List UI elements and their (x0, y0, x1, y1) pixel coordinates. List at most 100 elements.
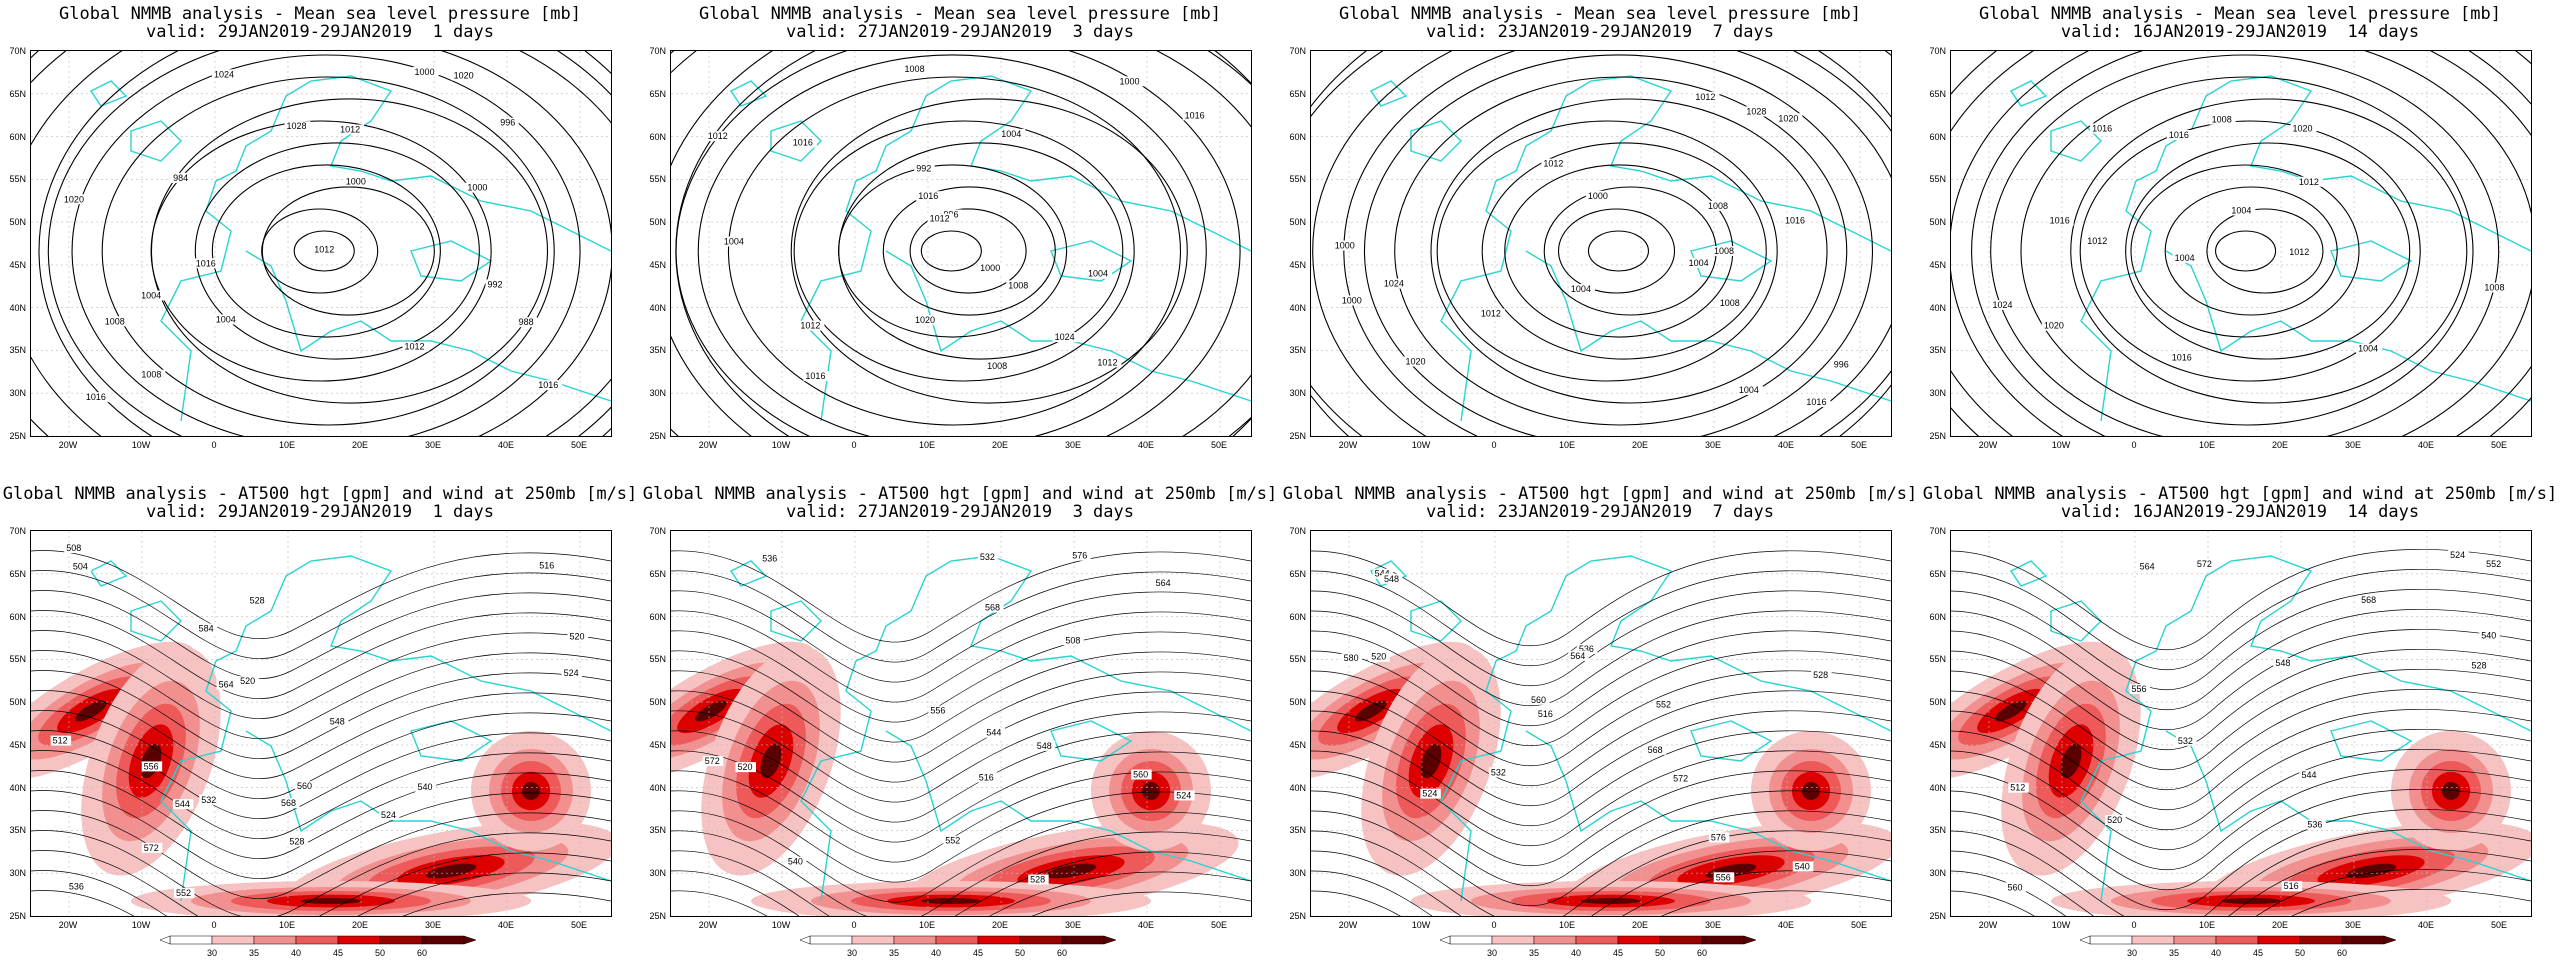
lon-tick-label: 20W (1978, 920, 1998, 930)
contour-label: 1012 (1097, 357, 1117, 367)
contour-labels: 504 508 512 516 520 524 528 532 536 540 544 548 552 5… (50, 542, 588, 899)
lon-tick-label: 0 (851, 920, 857, 930)
contour-label: 584 (199, 624, 214, 634)
lon-tick-label: 40E (2417, 920, 2434, 930)
lon-tick-label: 10E (918, 920, 935, 930)
contour-label: 1020 (64, 194, 84, 204)
lat-tick-label: 70N (649, 46, 666, 56)
lon-tick-label: 0 (851, 440, 857, 450)
colorbar-tick-label: 30 (846, 948, 857, 958)
lon-tick-label: 50E (2490, 440, 2507, 450)
panel-subtitle: valid: 16JAN2019-29JAN2019 14 days (2060, 502, 2420, 522)
contour-label: 572 (2197, 559, 2212, 569)
colorbar-tick-label: 35 (248, 948, 259, 958)
contour-label: 1008 (105, 316, 125, 326)
lon-tick-label: 0 (2131, 440, 2137, 450)
contour-label: 568 (1648, 745, 1663, 755)
contour-label: 1020 (2293, 123, 2313, 133)
lat-tick-label: 55N (649, 654, 666, 665)
map-panel-4: Global NMMB analysis - Mean sea level pr… (1920, 0, 2560, 480)
contour-label: 544 (175, 799, 190, 809)
lat-tick-label: 25N (1929, 431, 1946, 441)
lon-tick-label: 20E (991, 920, 1008, 930)
map-panel-5: Global NMMB analysis - AT500 hgt [gpm] a… (0, 480, 640, 960)
colorbar-tick-label: 50 (374, 948, 385, 958)
colorbar-tick-label: 40 (2210, 948, 2221, 958)
lon-tick-label: 30E (424, 440, 441, 450)
lat-tick-label: 55N (1289, 654, 1306, 665)
lon-tick-label: 30E (2344, 920, 2361, 930)
lat-tick-label: 25N (1929, 911, 1946, 921)
contour-label: 524 (1176, 790, 1191, 800)
contour-label: 548 (1384, 574, 1399, 584)
contour-label: 1024 (1992, 300, 2012, 310)
contour-label: 564 (1570, 651, 1585, 661)
lat-tick-label: 50N (649, 217, 666, 228)
contour-label: 1016 (2169, 130, 2189, 140)
lat-tick-label: 40N (1929, 782, 1946, 793)
map-plot-area: 1004992100099610041008101210161012100810… (670, 50, 1252, 437)
lon-tick-label: 0 (211, 440, 217, 450)
lat-tick-label: 70N (1289, 46, 1306, 56)
colorbar-tick-label: 30 (2126, 948, 2137, 958)
contour-lines (31, 51, 611, 436)
lat-tick-label: 65N (1289, 568, 1306, 579)
contour-label: 540 (788, 857, 803, 867)
coastline (2009, 75, 2531, 422)
contour-label: 1000 (346, 176, 366, 186)
lat-tick-label: 65N (9, 88, 26, 99)
lon-tick-label: 40E (497, 440, 514, 450)
contour-label: 576 (1072, 551, 1087, 561)
panel-title: Global NMMB analysis - Mean sea level pr… (1339, 4, 1861, 24)
lon-tick-label: 20E (2271, 440, 2288, 450)
contour-labels: 508 516 520 524 528 532 536 540 544 548 552 556 560 5… (702, 550, 1195, 885)
contour-label: 504 (73, 562, 88, 572)
lat-tick-label: 55N (1289, 174, 1306, 185)
lat-tick-label: 55N (1929, 654, 1946, 665)
contour-label: 528 (250, 595, 265, 605)
lon-tick-label: 20W (58, 440, 78, 450)
lon-tick-label: 40E (2417, 440, 2434, 450)
lat-tick-label: 25N (649, 911, 666, 921)
lat-tick-label: 40N (649, 302, 666, 313)
contour-label: 532 (2178, 736, 2193, 746)
coastline (89, 75, 611, 422)
lat-tick-label: 45N (1289, 739, 1306, 750)
contour-label: 1012 (340, 124, 360, 134)
panel-subtitle: valid: 16JAN2019-29JAN2019 14 days (2060, 22, 2420, 42)
contour-label: 1020 (915, 315, 935, 325)
contour-label: 544 (1375, 569, 1390, 579)
lat-tick-label: 65N (1289, 88, 1306, 99)
contour-label: 540 (2481, 631, 2496, 641)
contour-label: 536 (69, 882, 84, 892)
panel-title: Global NMMB analysis - AT500 hgt [gpm] a… (1282, 484, 1918, 504)
panel-subtitle: valid: 29JAN2019-29JAN2019 1 days (146, 502, 494, 522)
lon-tick-label: 20E (351, 440, 368, 450)
contour-label: 528 (289, 836, 304, 846)
lon-tick-label: 10E (918, 440, 935, 450)
lat-tick-label: 50N (1289, 697, 1306, 708)
contour-label: 552 (1656, 699, 1671, 709)
colorbar (1440, 935, 1757, 945)
lat-tick-label: 30N (649, 388, 666, 399)
contour-label: 516 (979, 772, 994, 782)
contour-label: 1008 (2484, 283, 2504, 293)
lon-tick-label: 40E (1137, 440, 1154, 450)
jet-shading (31, 641, 611, 916)
lat-tick-label: 60N (1929, 611, 1946, 622)
contour-label: 556 (2132, 684, 2147, 694)
contour-labels: 1000 996 1004 1008 1004 1000 1008 1012 1016 1020 1… (1332, 91, 1853, 407)
lat-tick-label: 70N (9, 526, 26, 536)
contour-label: 1000 (1588, 191, 1608, 201)
panel-title: Global NMMB analysis - Mean sea level pr… (1979, 4, 2501, 24)
lat-tick-label: 30N (9, 868, 26, 879)
colorbar-tick-label: 30 (206, 948, 217, 958)
colorbar-tick-label: 45 (2252, 948, 2263, 958)
lon-tick-label: 50E (2490, 920, 2507, 930)
lon-tick-label: 20W (1978, 440, 1998, 450)
contour-label: 996 (500, 118, 515, 128)
lat-tick-label: 45N (9, 739, 26, 750)
lon-tick-label: 10E (278, 920, 295, 930)
lon-tick-label: 10E (278, 440, 295, 450)
lon-tick-label: 10W (1411, 440, 1431, 450)
